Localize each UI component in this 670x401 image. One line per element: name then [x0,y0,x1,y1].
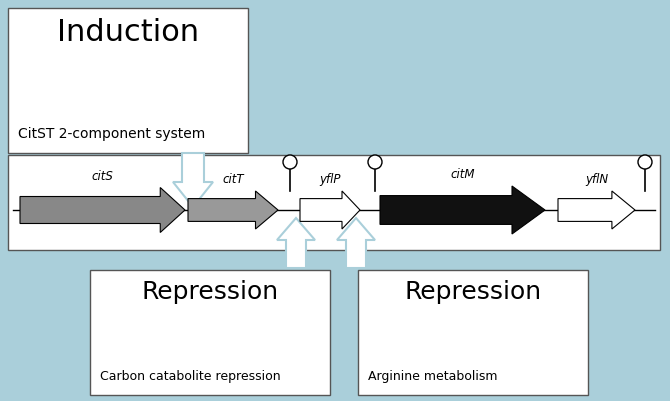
Polygon shape [20,188,185,233]
Circle shape [368,155,382,169]
FancyBboxPatch shape [358,270,588,395]
Text: citT: citT [222,173,244,186]
Text: yflP: yflP [319,173,341,186]
Text: citM: citM [450,168,475,181]
Text: yflN: yflN [585,173,608,186]
Circle shape [638,155,652,169]
FancyBboxPatch shape [90,270,330,395]
Polygon shape [380,186,545,234]
Text: CitST 2-component system: CitST 2-component system [18,127,205,141]
Text: Induction: Induction [57,18,199,47]
Polygon shape [300,191,360,229]
FancyBboxPatch shape [8,155,660,250]
Text: Carbon catabolite repression: Carbon catabolite repression [100,370,281,383]
Polygon shape [188,191,278,229]
Text: citS: citS [92,170,113,182]
Polygon shape [173,153,213,207]
Circle shape [283,155,297,169]
FancyBboxPatch shape [8,8,248,153]
Text: Repression: Repression [405,280,541,304]
Text: Repression: Repression [141,280,279,304]
Polygon shape [277,218,315,268]
Polygon shape [558,191,635,229]
Polygon shape [337,218,375,268]
Text: Arginine metabolism: Arginine metabolism [368,370,498,383]
